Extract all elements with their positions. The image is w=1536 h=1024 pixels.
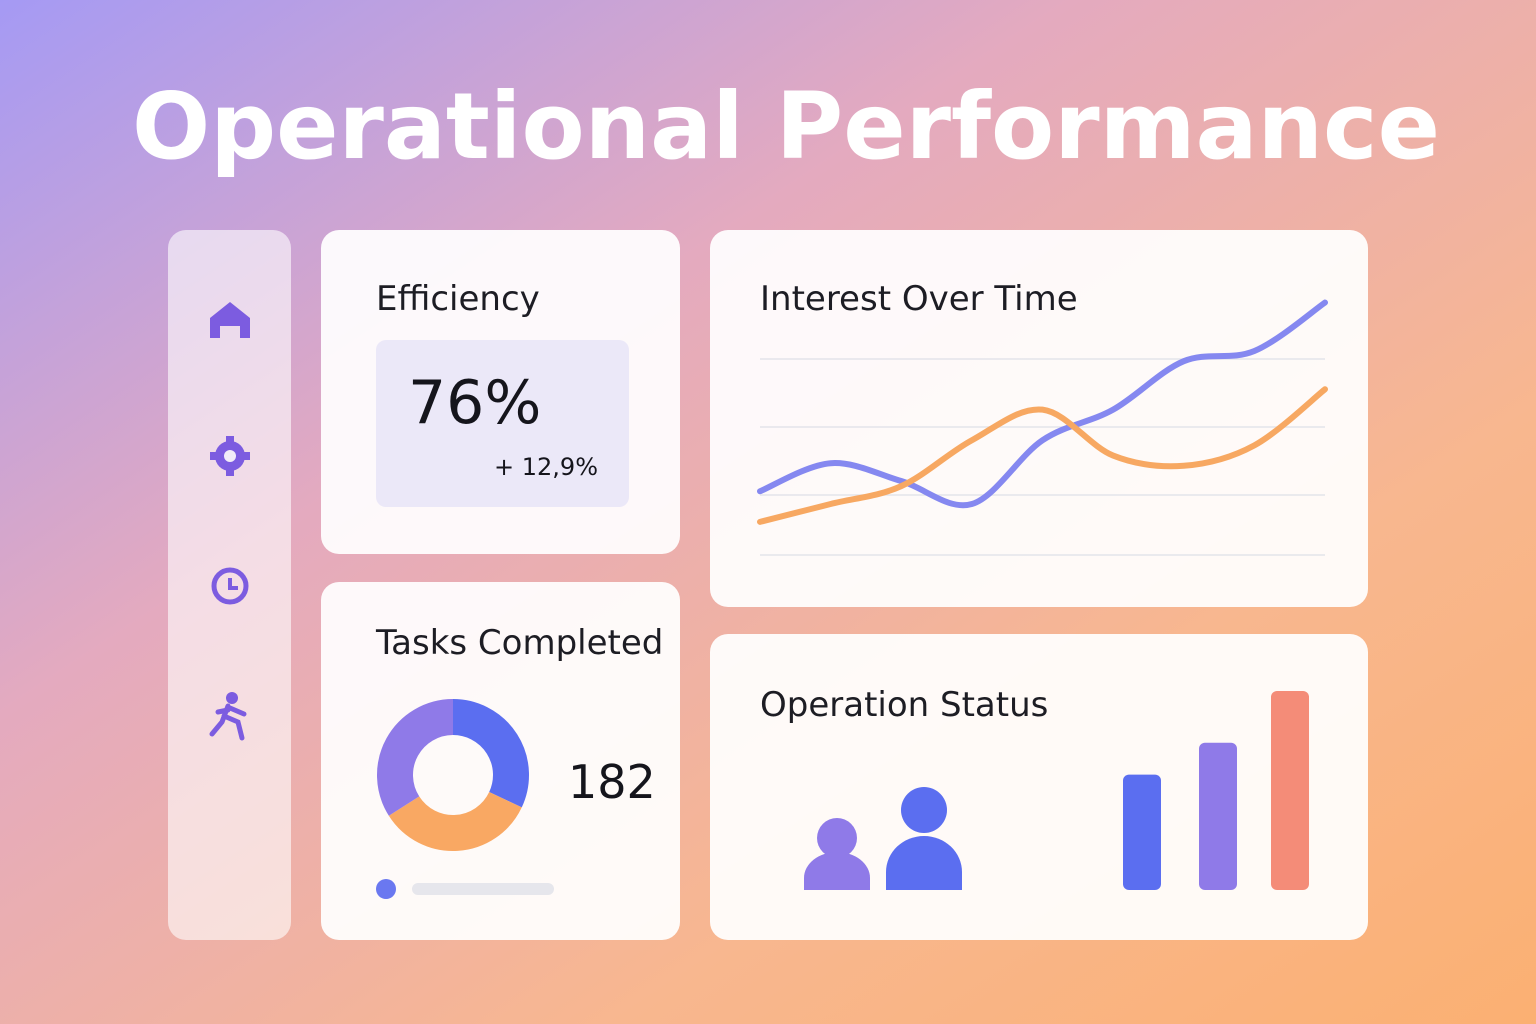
- chart-title: Interest Over Time: [760, 279, 1078, 319]
- chart-title: Operation Status: [760, 685, 1048, 725]
- chart-title: Tasks Completed: [375, 623, 663, 663]
- bar: [1199, 742, 1237, 890]
- kpi-change: + 12,9%: [494, 453, 598, 481]
- tasks-count: 182: [568, 755, 656, 809]
- settings-icon[interactable]: [210, 436, 250, 476]
- grid: [760, 358, 1325, 556]
- progress-track: [412, 883, 554, 895]
- interest-card: [710, 230, 1368, 607]
- donut-segment: [377, 699, 454, 816]
- donut-segment: [452, 699, 529, 808]
- bar: [1271, 691, 1309, 890]
- status-card: [710, 634, 1368, 940]
- line-series: [757, 299, 1328, 509]
- sidebar-icons: [209, 302, 250, 741]
- donut-segment: [388, 791, 522, 851]
- kpi-value: 76%: [408, 368, 541, 438]
- page-title: Operational Performance: [132, 73, 1440, 180]
- history-icon[interactable]: [211, 567, 249, 605]
- progress-dot: [376, 879, 396, 899]
- activity-icon[interactable]: [209, 692, 247, 741]
- home-icon[interactable]: [210, 302, 250, 338]
- bar: [1123, 774, 1161, 890]
- people-icon: [804, 787, 962, 890]
- line-series: [757, 386, 1328, 525]
- card-title: Efficiency: [376, 279, 540, 319]
- chart-layer: [377, 299, 1328, 890]
- kpi-box: [376, 340, 629, 507]
